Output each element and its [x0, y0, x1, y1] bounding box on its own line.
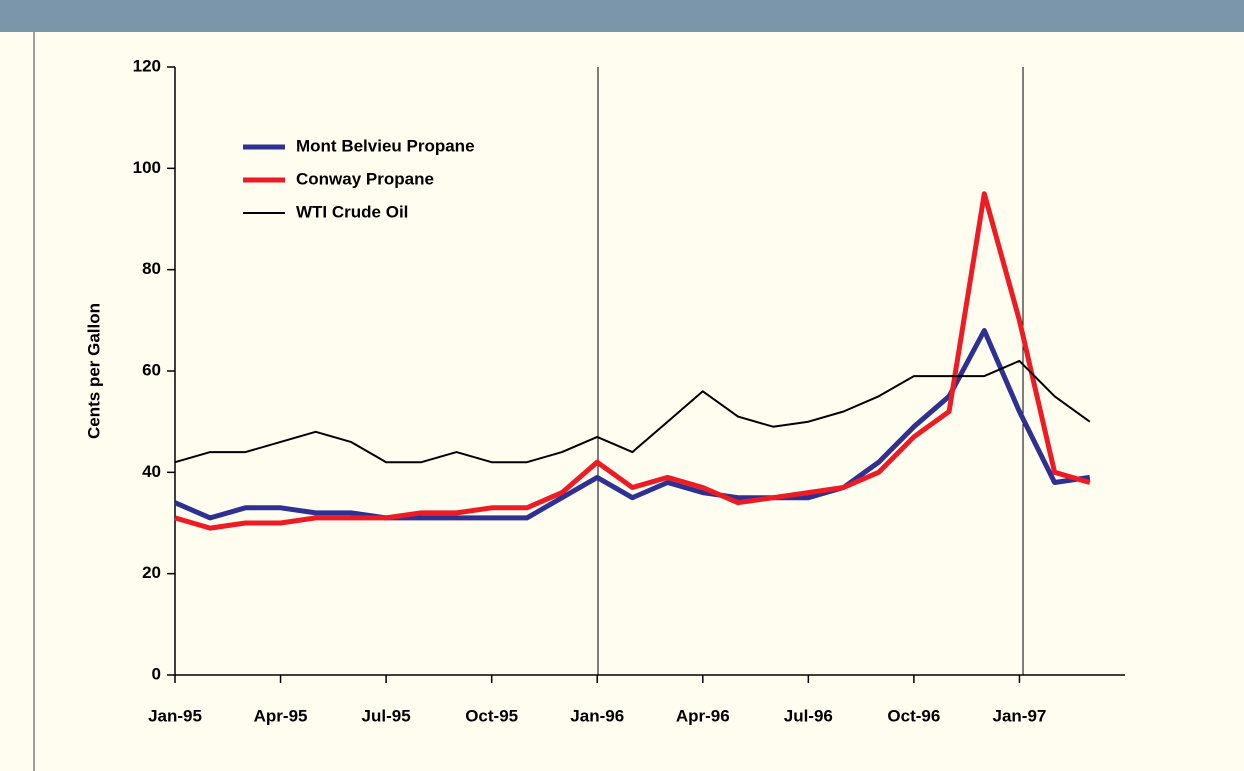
series-line	[174, 191, 1091, 531]
x-tick-label: Jan-95	[148, 706, 202, 725]
x-tick-label: Apr-96	[676, 706, 730, 725]
legend-label: Conway Propane	[296, 169, 434, 188]
y-tick-label: 60	[142, 360, 161, 379]
series-line	[174, 359, 1091, 464]
x-tick-label: Oct-95	[465, 706, 518, 725]
x-tick-label: Jul-96	[784, 706, 833, 725]
y-axis-label: Cents per Gallon	[84, 303, 103, 439]
y-tick-label: 80	[142, 259, 161, 278]
x-tick-label: Jan-96	[570, 706, 624, 725]
x-tick-label: Oct-96	[887, 706, 940, 725]
x-tick-label: Apr-95	[254, 706, 308, 725]
y-tick-label: 100	[133, 158, 161, 177]
series-line	[174, 328, 1091, 521]
legend-label: Mont Belvieu Propane	[296, 136, 475, 155]
header-bar	[0, 0, 1244, 32]
legend-label: WTI Crude Oil	[296, 202, 408, 221]
y-tick-label: 120	[133, 56, 161, 75]
y-tick-label: 40	[142, 462, 161, 481]
x-tick-label: Jan-97	[993, 706, 1047, 725]
y-tick-label: 0	[152, 664, 161, 683]
x-tick-label: Jul-95	[362, 706, 411, 725]
y-tick-label: 20	[142, 563, 161, 582]
